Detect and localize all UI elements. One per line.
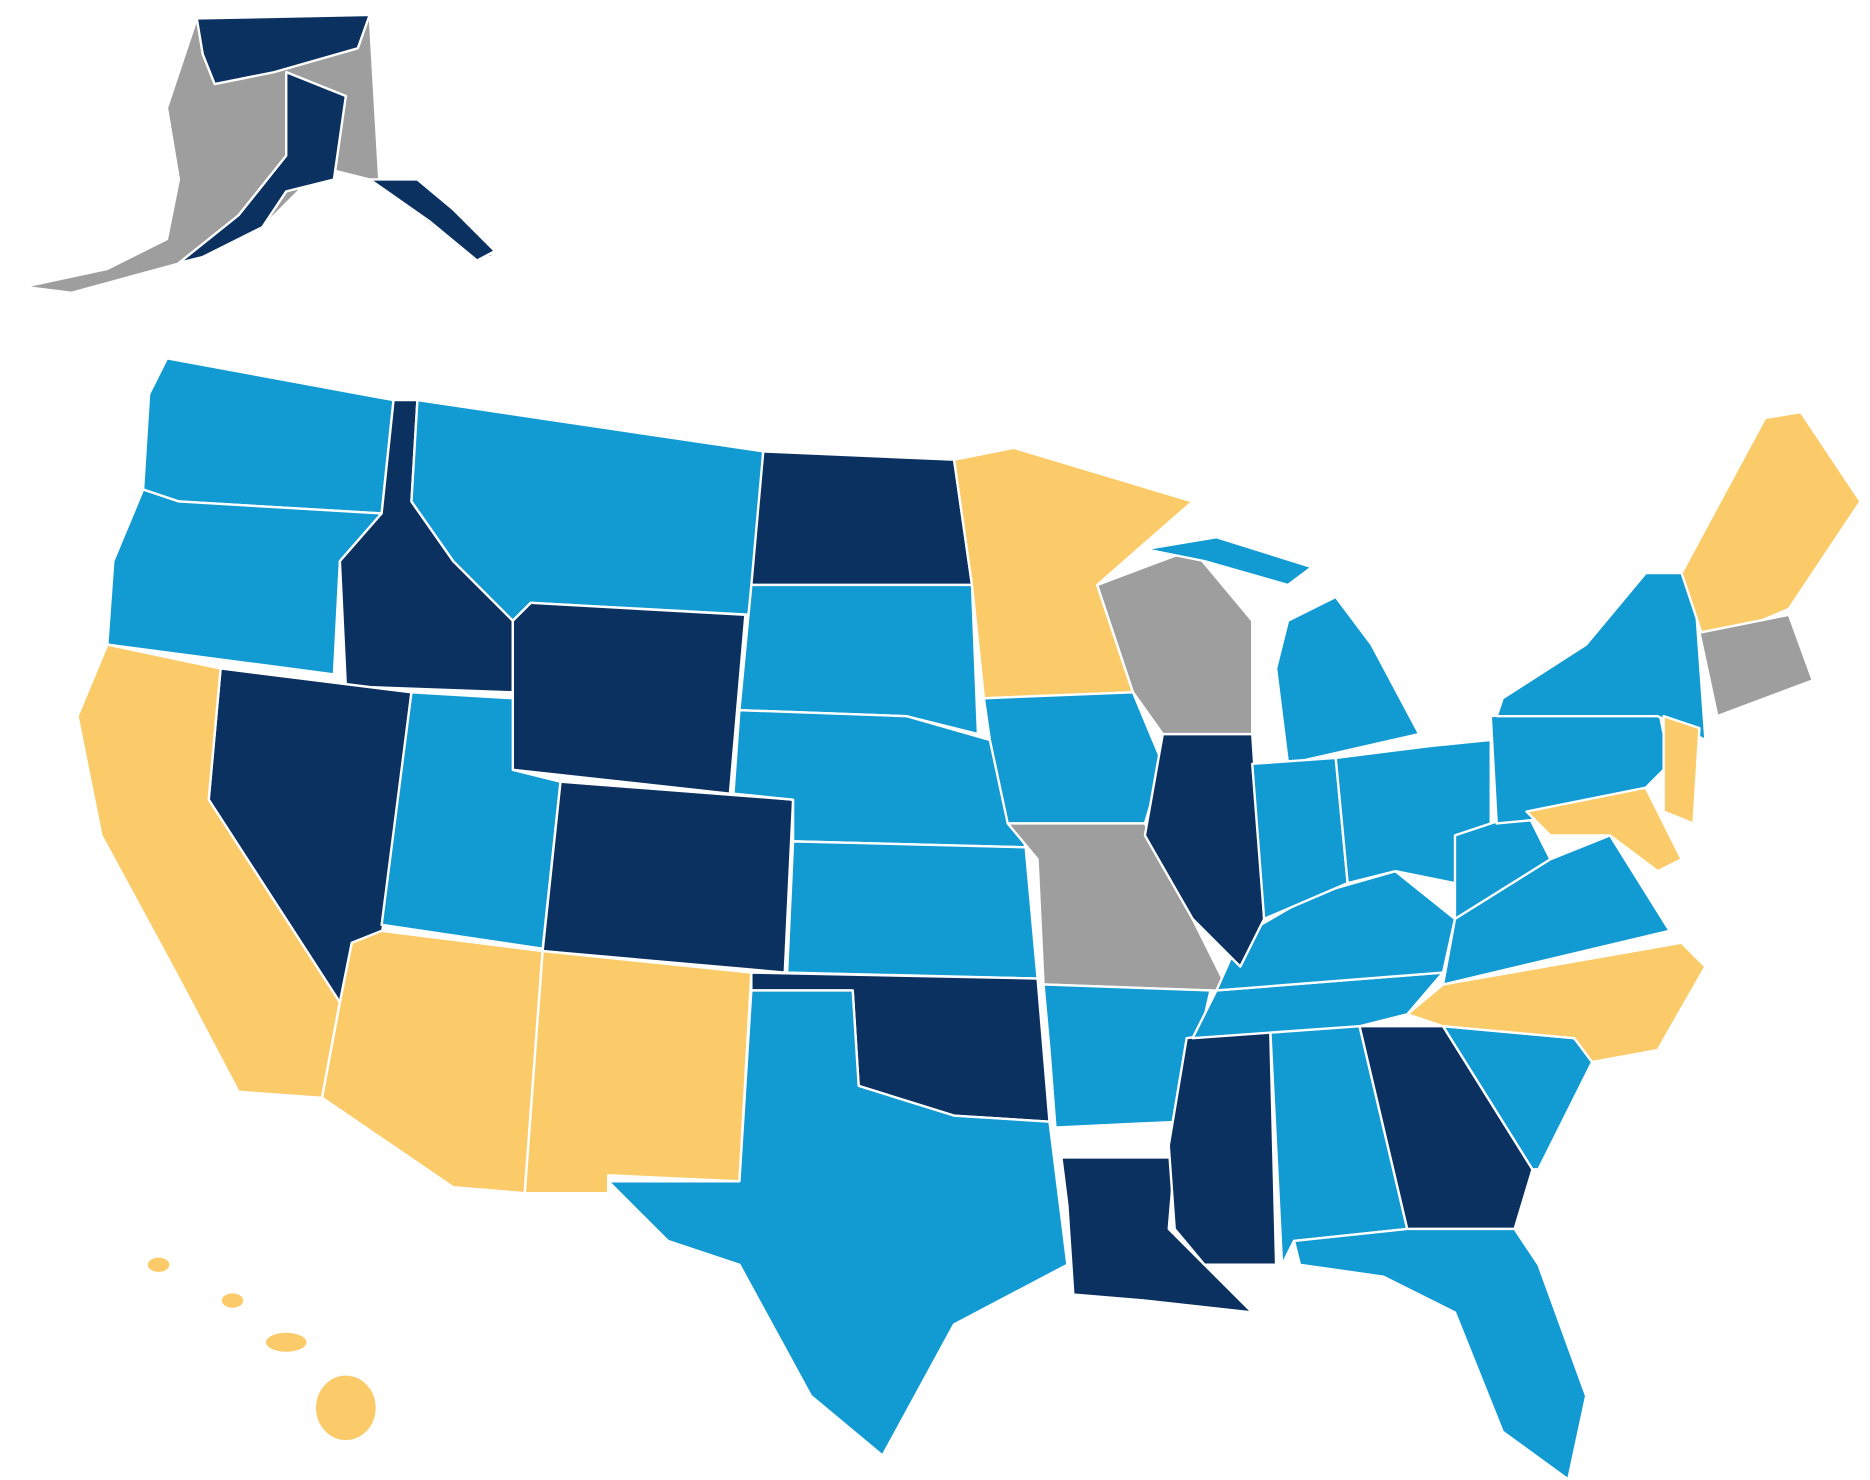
south-dakota (738, 583, 980, 736)
washington (141, 357, 395, 515)
oregon (106, 488, 383, 676)
iowa (982, 691, 1164, 825)
northern-new-england (1680, 410, 1862, 646)
colorado (541, 780, 795, 974)
michigan-upper (1143, 536, 1314, 587)
hawaii-oahu (219, 1290, 246, 1311)
states (22, 13, 1862, 1480)
florida (1292, 1227, 1588, 1480)
arkansas (1042, 983, 1212, 1129)
wyoming (511, 601, 747, 795)
southern-new-england (1698, 613, 1814, 718)
north-dakota (750, 450, 974, 587)
arizona (320, 929, 544, 1195)
new-mexico (523, 949, 753, 1195)
virginia (1441, 834, 1671, 986)
mississippi (1167, 1025, 1278, 1266)
hawaii-maui (263, 1330, 309, 1355)
kansas (785, 840, 1039, 980)
hawaii-kauai (145, 1255, 172, 1275)
alaska-central (177, 70, 348, 265)
georgia (1358, 1025, 1534, 1231)
hawaii-big-island (313, 1373, 379, 1443)
california (76, 643, 342, 1099)
alaska-north (195, 13, 371, 86)
michigan-lower (1274, 595, 1421, 766)
new-york (1495, 571, 1707, 742)
texas (607, 989, 1069, 1457)
maryland-delaware (1525, 786, 1683, 873)
new-jersey (1662, 714, 1701, 825)
alaska-southeast (368, 178, 497, 262)
north-carolina (1406, 941, 1707, 1064)
